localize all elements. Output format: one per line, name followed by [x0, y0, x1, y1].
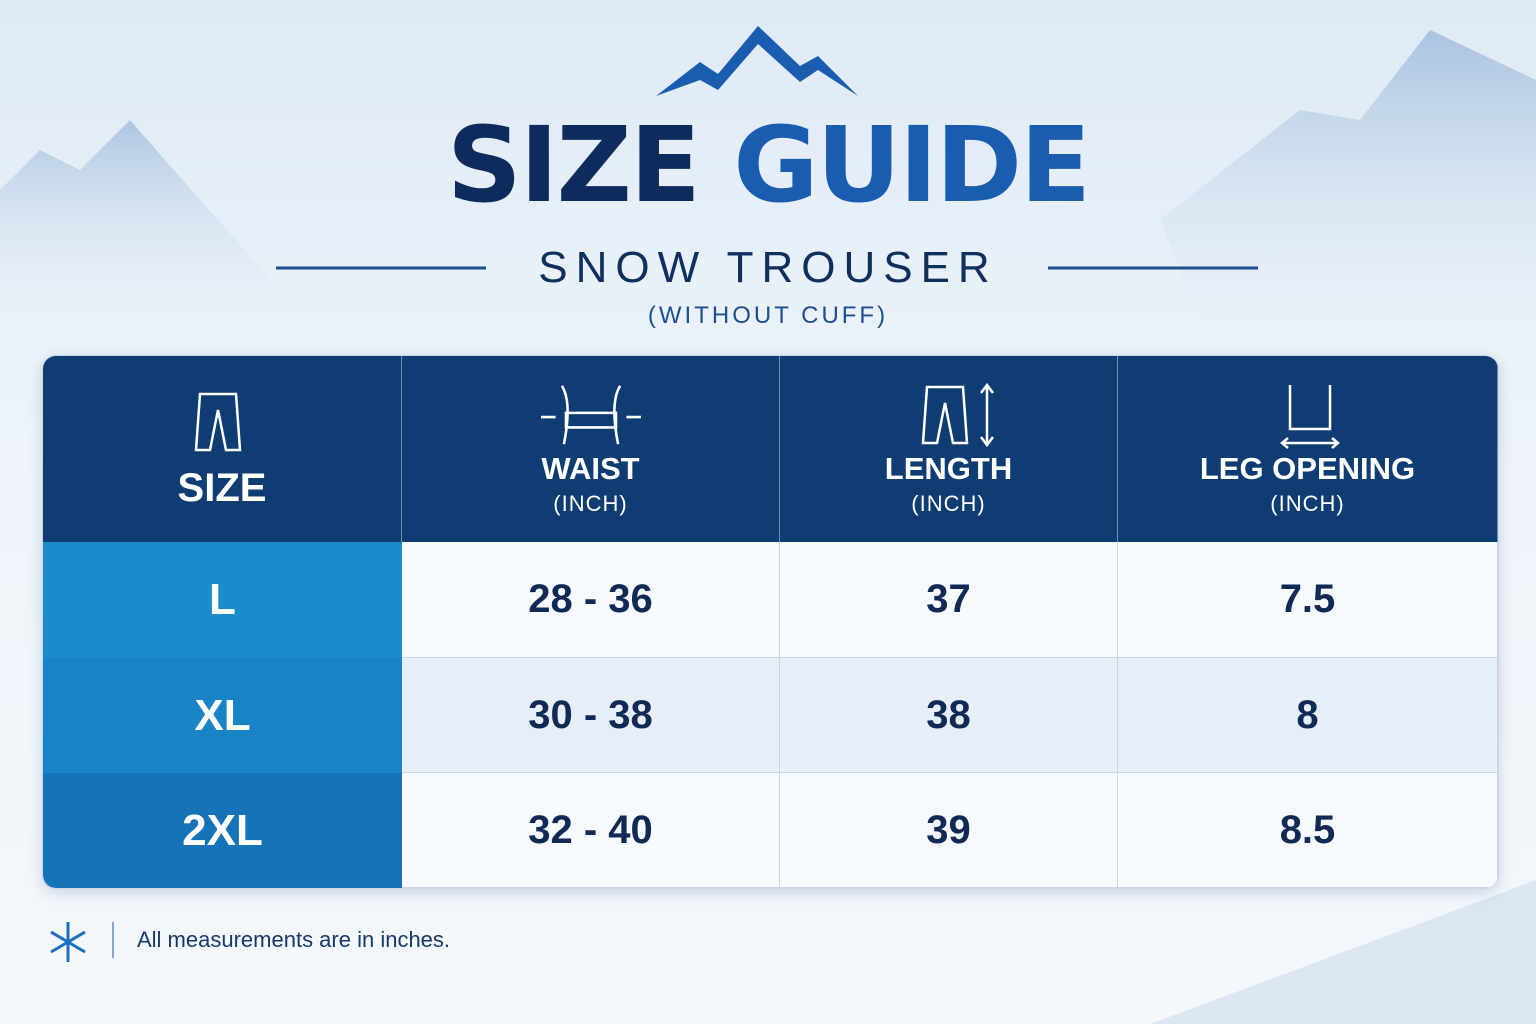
size-cell: XL: [43, 658, 402, 773]
subtitle: SNOW TROUSER: [538, 243, 998, 292]
value-cell: 37: [780, 542, 1118, 658]
column-label: WAIST: [541, 451, 640, 486]
header-cell: SIZE: [43, 356, 402, 542]
header-cell: LEG OPENING (INCH): [1118, 356, 1498, 542]
value-cell: 38: [780, 658, 1118, 773]
column-label: LEG OPENING: [1199, 451, 1416, 486]
value-cell: 7.5: [1118, 542, 1498, 658]
footer-note: All measurements are in inches.: [137, 927, 451, 952]
column-unit: (INCH): [911, 491, 986, 516]
column-icon: [921, 382, 994, 448]
column-label: SIZE: [177, 465, 267, 510]
cell-text: 32 - 40: [528, 807, 653, 852]
size-table: SIZE WAIST (INCH) LENGTH (INCH) LEG OPENING (I…: [42, 355, 1499, 889]
cell-text: 39: [926, 807, 971, 852]
column-icon: [194, 392, 242, 451]
value-cell: 28 - 36: [402, 542, 780, 658]
column-label: LENGTH: [884, 451, 1013, 486]
cell-text: 2XL: [182, 805, 263, 855]
cell-text: L: [209, 575, 236, 624]
size-cell: L: [43, 542, 402, 658]
cell-text: 7.5: [1279, 577, 1336, 621]
cell-text: 28 - 36: [528, 577, 653, 621]
column-unit: (INCH): [1270, 491, 1345, 516]
cell-text: 38: [926, 692, 971, 737]
value-cell: 8.5: [1118, 773, 1498, 888]
value-cell: 32 - 40: [402, 773, 780, 888]
title-dark: SIZE: [446, 104, 701, 226]
header-cell: WAIST (INCH): [402, 356, 780, 542]
cell-text: 8.5: [1279, 807, 1336, 852]
cell-text: 30 - 38: [528, 692, 653, 737]
value-cell: 8: [1118, 658, 1498, 773]
title: SIZE GUIDE: [0, 100, 1536, 230]
note: (WITHOUT CUFF): [647, 302, 889, 329]
title-blue: GUIDE: [733, 104, 1091, 226]
column-unit: (INCH): [553, 491, 628, 516]
column-icon: [1279, 385, 1340, 449]
snowflake-icon: [50, 922, 86, 962]
cell-text: XL: [194, 690, 251, 740]
value-cell: 39: [780, 773, 1118, 888]
column-icon: [540, 385, 641, 445]
size-cell: 2XL: [43, 773, 402, 888]
value-cell: 30 - 38: [402, 658, 780, 773]
cell-text: 37: [926, 577, 971, 621]
header-cell: LENGTH (INCH): [780, 356, 1118, 542]
cell-text: 8: [1296, 692, 1319, 737]
